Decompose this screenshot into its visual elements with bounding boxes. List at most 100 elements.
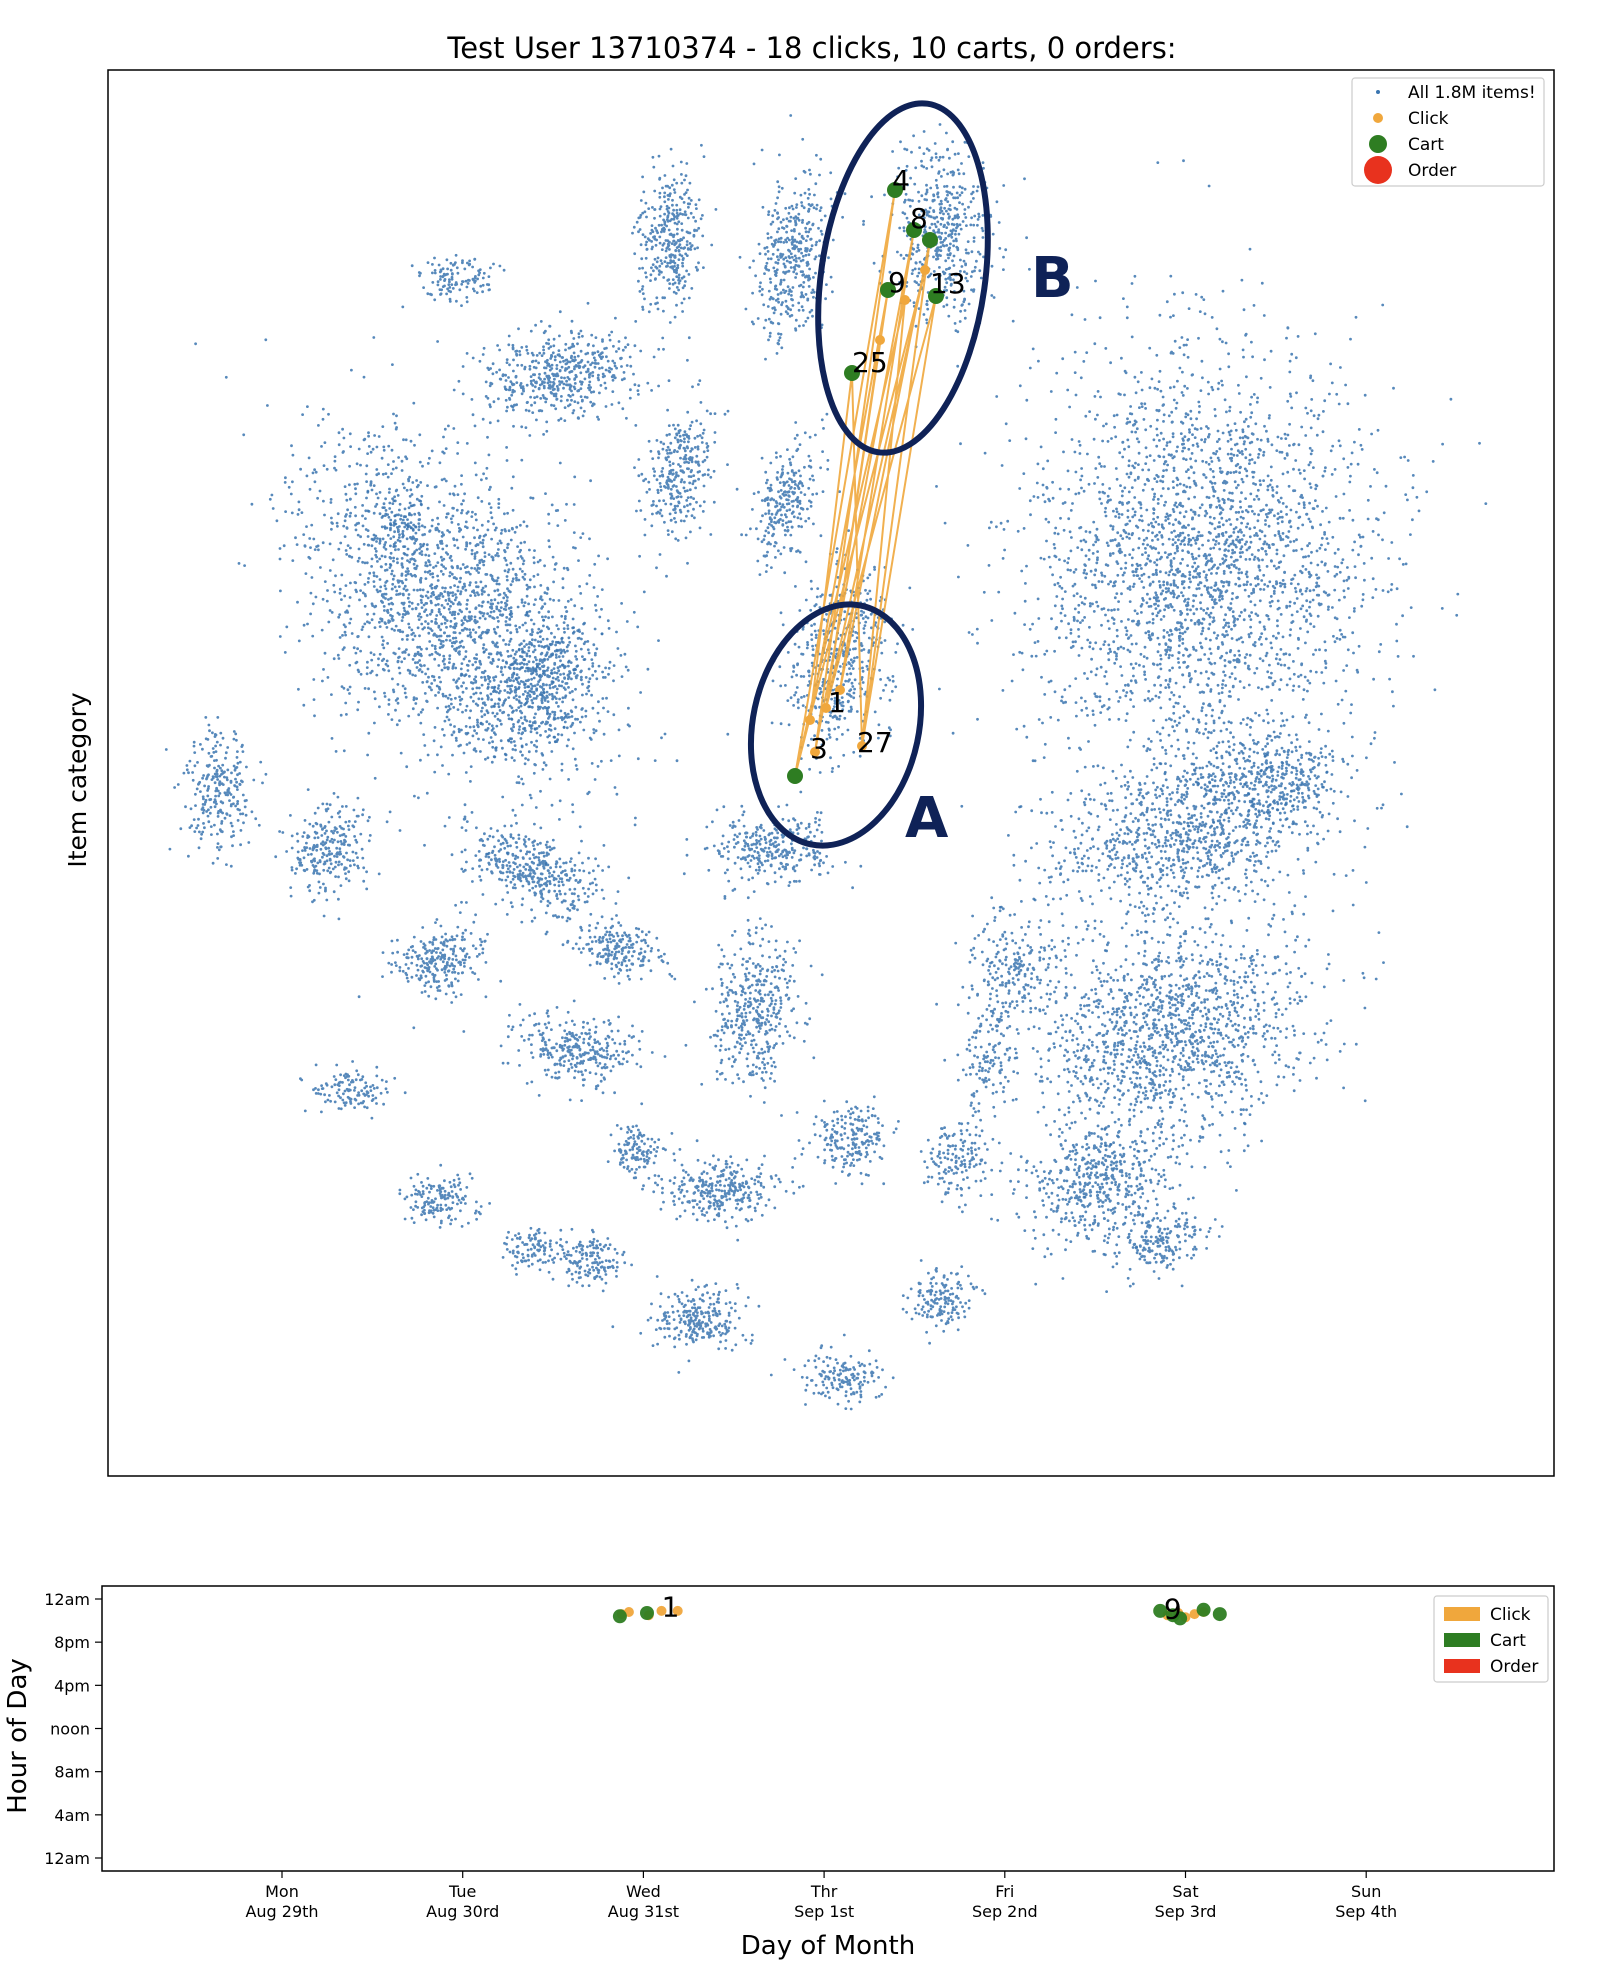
legend-label-items: All 1.8M items! <box>1408 83 1536 103</box>
legend-marker-items <box>1376 90 1380 94</box>
item-cluster <box>769 1333 895 1411</box>
click-point <box>810 747 820 757</box>
item-cluster <box>436 301 665 465</box>
click-point <box>875 335 885 345</box>
item-cluster <box>550 1227 633 1293</box>
session-count-label: 9 <box>1164 1593 1182 1626</box>
item-cluster <box>457 578 640 781</box>
item-cluster <box>735 412 830 576</box>
user-event-labels: 489 13 25 13 27 <box>810 164 966 765</box>
event-number-label: 4 <box>892 164 910 197</box>
top-chart-title: Test User 13710374 - 18 clicks, 10 carts… <box>446 31 1176 65</box>
item-cluster <box>561 914 677 985</box>
x-tick-day: Wed <box>626 1882 661 1901</box>
cart-event-point <box>1153 1603 1168 1618</box>
x-tick-date: Sep 1st <box>794 1902 854 1921</box>
legend-label-cart: Cart <box>1408 135 1444 155</box>
bottom-legend-marker-cart <box>1444 1633 1480 1647</box>
cart-point <box>922 232 938 248</box>
item-cluster <box>398 1163 491 1229</box>
bottom-legend-label-click: Click <box>1490 1605 1531 1625</box>
trajectory-line <box>794 189 937 777</box>
item-cluster <box>274 788 392 921</box>
item-cluster <box>611 1275 761 1374</box>
session-count-label: 1 <box>662 1590 680 1623</box>
item-cluster <box>1156 718 1403 855</box>
user-event-points <box>787 182 944 784</box>
item-cluster <box>423 803 631 944</box>
event-number-label: 3 <box>810 732 828 765</box>
item-cluster <box>164 716 268 868</box>
top-legend: All 1.8M items! Click Cart Order <box>1351 77 1545 187</box>
event-number-label: 25 <box>852 346 888 379</box>
y-tick-label: 12am <box>44 1849 90 1868</box>
legend-label-click: Click <box>1408 109 1449 129</box>
item-cluster <box>606 1124 682 1187</box>
y-tick-label: noon <box>50 1720 90 1739</box>
item-cluster <box>901 1259 987 1345</box>
bottom-legend-marker-click <box>1444 1607 1480 1621</box>
item-cluster <box>954 897 1068 1035</box>
x-tick-day: Tue <box>448 1882 476 1901</box>
x-tick-date: Sep 4th <box>1335 1902 1397 1921</box>
cart-point <box>906 222 922 238</box>
item-cluster <box>956 1001 1018 1122</box>
item-cluster <box>641 1139 805 1242</box>
session-paths <box>794 189 937 777</box>
click-point <box>900 295 910 305</box>
item-cluster <box>299 1060 407 1120</box>
x-tick-date: Aug 30rd <box>426 1902 499 1921</box>
x-tick-date: Sep 2nd <box>972 1902 1038 1921</box>
top-plot-area <box>107 69 1555 1477</box>
cart-point <box>880 282 896 298</box>
click-point <box>835 685 845 695</box>
item-cluster <box>979 1060 1247 1286</box>
click-event-point <box>656 1605 667 1616</box>
y-tick-label: 12am <box>44 1590 90 1609</box>
bottom-y-ticks: 12am 4am 8am noon 4pm 8pm 12am <box>44 1590 102 1868</box>
item-cluster <box>793 1095 900 1186</box>
item-cluster <box>366 467 425 566</box>
event-number-label: 8 <box>910 202 928 235</box>
item-cluster <box>935 159 1488 921</box>
item-cluster <box>501 1226 575 1276</box>
item-scatter-cloud <box>164 103 1488 1411</box>
bottom-legend-label-cart: Cart <box>1490 1631 1526 1651</box>
click-point <box>821 703 831 713</box>
bottom-legend-marker-order <box>1444 1659 1480 1673</box>
cart-event-point <box>1212 1607 1227 1622</box>
bottom-x-axis-label: Day of Month <box>741 1931 915 1961</box>
event-number-label: 13 <box>930 267 966 300</box>
cart-point <box>928 288 944 304</box>
cart-event-point <box>1173 1611 1188 1626</box>
item-cluster <box>919 1101 1004 1214</box>
annotation-label-b: B <box>1031 246 1074 311</box>
event-number-label: 9 <box>888 266 906 299</box>
legend-marker-cart <box>1369 135 1387 153</box>
bottom-y-axis-label: Hour of Day <box>3 1658 33 1814</box>
legend-marker-order <box>1364 156 1392 184</box>
item-cluster <box>1090 1195 1224 1293</box>
x-tick-day: Sun <box>1351 1882 1381 1901</box>
x-tick-date: Aug 31st <box>608 1902 679 1921</box>
x-tick-date: Sep 3rd <box>1155 1902 1217 1921</box>
y-tick-label: 4am <box>54 1806 90 1825</box>
event-number-label: 1 <box>828 686 846 719</box>
y-tick-label: 4pm <box>54 1676 90 1695</box>
item-cluster <box>764 490 915 794</box>
annotation-ellipse-a <box>747 601 925 849</box>
x-tick-day: Thr <box>810 1882 838 1901</box>
annotation-label-a: A <box>905 786 949 851</box>
bottom-legend: Click Cart Order <box>1433 1595 1549 1683</box>
legend-label-order: Order <box>1408 161 1456 181</box>
click-event-point <box>672 1605 683 1616</box>
item-cluster <box>631 143 718 340</box>
item-cluster <box>462 999 688 1106</box>
click-point <box>805 715 815 725</box>
cart-point <box>844 365 860 381</box>
cart-point <box>887 182 903 198</box>
legend-marker-click <box>1373 113 1383 123</box>
x-tick-day: Mon <box>265 1882 299 1901</box>
